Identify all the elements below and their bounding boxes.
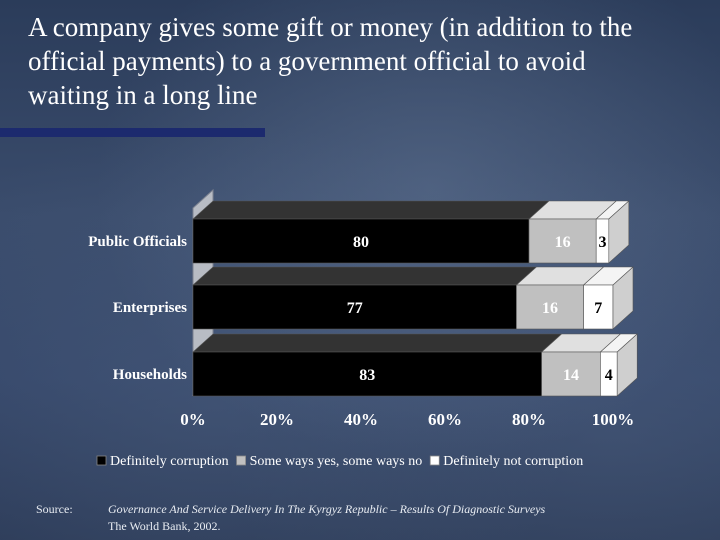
bar-segment — [528, 218, 597, 264]
bar-top-face — [192, 200, 550, 220]
legend-label: Definitely not corruption — [443, 454, 583, 469]
bar-value-label: 80 — [353, 234, 369, 251]
bar-value-label: 3 — [599, 234, 607, 251]
source-label: Source: — [36, 502, 73, 516]
bar-end-face — [616, 333, 638, 397]
bar-top-face — [192, 333, 563, 353]
bar-segment — [541, 351, 601, 397]
source-citation: Governance And Service Delivery In The K… — [108, 502, 546, 516]
bar-value-label: 83 — [359, 367, 375, 384]
bar-value-label: 16 — [555, 234, 571, 251]
bar-value-label: 14 — [563, 367, 579, 384]
source-organization: The World Bank, 2002. — [108, 519, 221, 533]
bar-value-label: 77 — [347, 300, 363, 317]
legend-swatch — [429, 455, 440, 466]
slide-title: A company gives some gift or money (in a… — [28, 12, 633, 110]
legend-label: Definitely corruption — [110, 454, 229, 469]
bar-segment — [583, 284, 614, 330]
title-accent-bar — [0, 128, 265, 137]
x-tick-label: 20% — [260, 410, 294, 429]
legend-swatch — [236, 455, 246, 466]
bar-end-face — [608, 200, 630, 264]
bar-segment — [192, 284, 517, 330]
bar-value-label: 7 — [594, 300, 602, 317]
bar-segment — [516, 284, 584, 330]
x-tick-label: 100% — [592, 410, 635, 429]
bar-segment — [192, 218, 530, 264]
x-tick-label: 60% — [428, 410, 462, 429]
bar-end-face — [612, 266, 634, 330]
x-tick-label: 0% — [180, 410, 206, 429]
bar-value-label: 16 — [542, 300, 558, 317]
x-tick-label: 80% — [512, 410, 546, 429]
bar-value-label: 4 — [605, 367, 613, 384]
x-tick-label: 40% — [344, 410, 378, 429]
category-label: Households — [113, 367, 187, 383]
category-label: Public Officials — [88, 234, 187, 250]
bar-segment — [192, 351, 542, 397]
category-label: Enterprises — [113, 300, 187, 316]
bar-top-face — [192, 266, 538, 286]
legend-swatch — [96, 455, 107, 466]
legend-label: Some ways yes, some ways no — [250, 454, 423, 469]
